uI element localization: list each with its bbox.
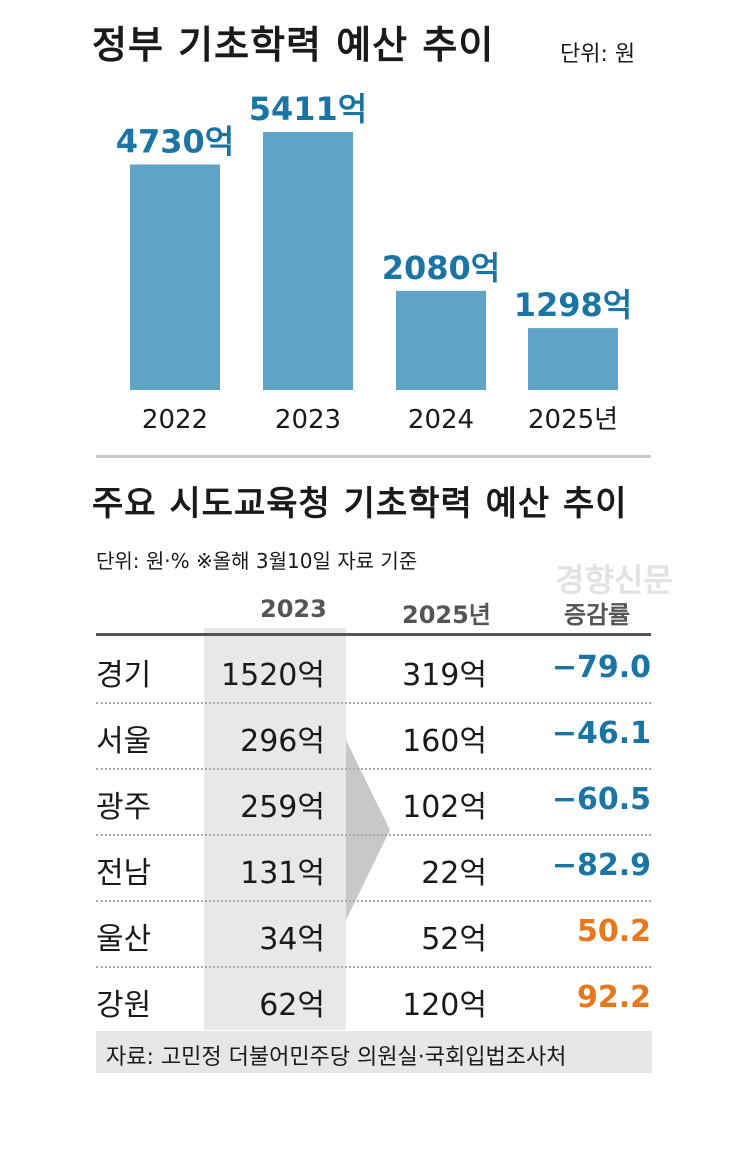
change-rate-cell: −60.5 [551,782,651,817]
col-2023-shade [204,628,346,1030]
change-rate-cell: 92.2 [576,980,651,1015]
x-tick-label: 2024 [408,405,474,435]
bar-value-label: 1298억 [514,286,633,324]
value-2023-cell: 259억 [240,790,325,825]
bar-value-label: 4730억 [116,122,235,160]
table-row: 강원 62억 120억 92.2 [96,966,651,1034]
value-2025-cell: 120억 [402,988,487,1023]
bar-value-label: 5411억 [249,90,368,128]
table-title: 주요 시도교육청 기초학력 예산 추이 [92,484,628,524]
value-2023-cell: 296억 [240,724,325,759]
table-row: 광주 259억 102억 −60.5 [96,768,651,836]
region-cell: 광주 [96,790,152,825]
chart-title: 정부 기초학력 예산 추이 [92,23,495,67]
header-2025: 2025년 [402,601,491,629]
value-2023-cell: 131억 [240,856,325,891]
watermark: 경향신문 [555,561,673,599]
x-tick-label: 2022 [142,405,208,435]
region-cell: 서울 [96,724,152,759]
value-2023-cell: 1520억 [221,658,325,693]
table-row: 울산 34억 52억 50.2 [96,900,651,968]
table-unit: 단위: 원·% ※올해 3월10일 자료 기준 [96,549,418,573]
value-2025-cell: 52억 [421,922,487,957]
decrease-arrow-icon [346,740,390,920]
bar-2022 [130,164,220,390]
value-2025-cell: 22억 [421,856,487,891]
value-2025-cell: 160억 [402,724,487,759]
bar-2024 [396,290,486,390]
header-2023: 2023 [260,595,327,623]
bar-chart: 4730억 2022 5411억 2023 2080억 2024 1298억 2025년 [116,90,633,435]
table-header-line [96,633,651,636]
table-row: 서울 296억 160억 −46.1 [96,702,651,770]
source-box: 자료: 고민정 더불어민주당 의원실·국회입법조사처 [96,1031,652,1073]
x-tick-label: 2025년 [528,405,618,435]
change-rate-cell: −82.9 [551,848,651,883]
row-separator [96,966,651,968]
bar-2023 [263,132,353,390]
bar-value-label: 2080억 [382,249,501,287]
value-2025-cell: 319억 [402,658,487,693]
section-divider [96,455,651,458]
change-rate-cell: −46.1 [551,716,651,751]
value-2023-cell: 34억 [259,922,325,957]
change-rate-cell: 50.2 [576,914,651,949]
chart-unit: 단위: 원 [560,42,636,67]
row-separator [96,768,651,770]
region-cell: 전남 [96,856,152,891]
value-2025-cell: 102억 [402,790,487,825]
region-cell: 울산 [96,922,152,957]
table-row: 전남 131억 22억 −82.9 [96,834,651,902]
table-row: 경기 1520억 319억 −79.0 [96,636,651,704]
change-rate-cell: −79.0 [551,650,651,685]
region-cell: 강원 [96,988,152,1023]
row-separator [96,834,651,836]
value-2023-cell: 62억 [259,988,325,1023]
bar-2025년 [528,328,618,390]
source-text: 자료: 고민정 더불어민주당 의원실·국회입법조사처 [106,1045,567,1070]
header-rate: 증감률 [564,601,631,629]
row-separator [96,900,651,902]
row-separator [96,702,651,704]
region-cell: 경기 [96,658,152,693]
x-tick-label: 2023 [275,405,341,435]
